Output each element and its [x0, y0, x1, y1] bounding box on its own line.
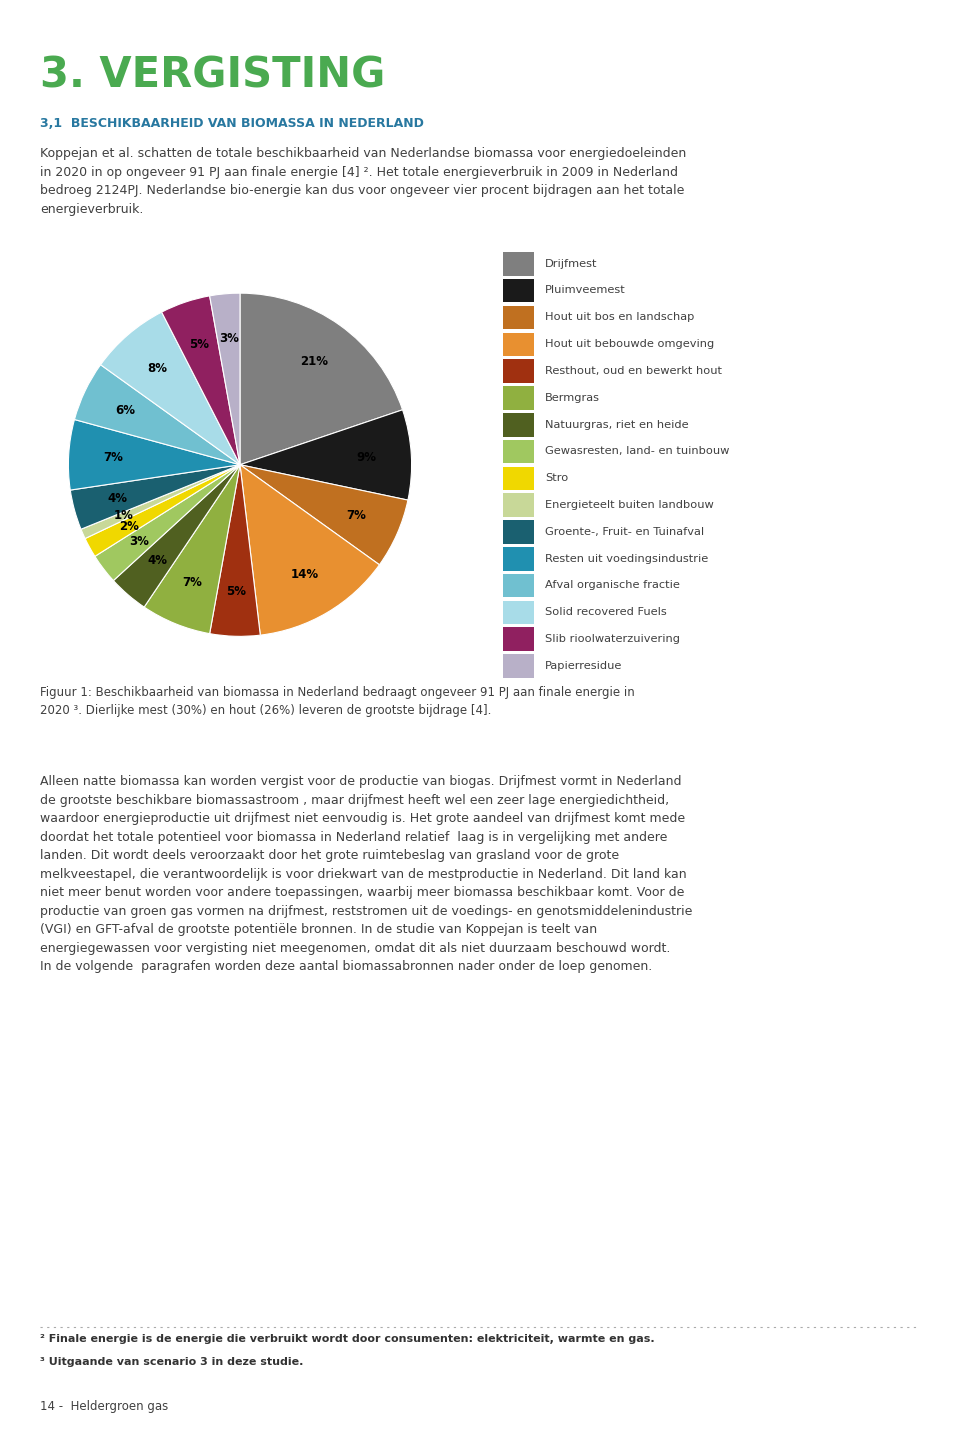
Text: Groente-, Fruit- en Tuinafval: Groente-, Fruit- en Tuinafval	[545, 526, 705, 536]
Text: 14%: 14%	[291, 568, 319, 581]
Wedge shape	[68, 419, 240, 490]
Text: 4%: 4%	[147, 555, 167, 568]
Text: Alleen natte biomassa kan worden vergist voor de productie van biogas. Drijfmest: Alleen natte biomassa kan worden vergist…	[40, 775, 693, 972]
Text: Figuur 1: Beschikbaarheid van biomassa in Nederland bedraagt ongeveer 91 PJ aan : Figuur 1: Beschikbaarheid van biomassa i…	[40, 686, 636, 716]
FancyBboxPatch shape	[503, 493, 534, 518]
Text: 3%: 3%	[219, 332, 239, 345]
Wedge shape	[209, 465, 260, 636]
Text: ³ Uitgaande van scenario 3 in deze studie.: ³ Uitgaande van scenario 3 in deze studi…	[40, 1357, 303, 1367]
Text: Bermgras: Bermgras	[545, 393, 600, 403]
Text: 4%: 4%	[108, 492, 128, 505]
Wedge shape	[75, 365, 240, 465]
Text: 7%: 7%	[104, 450, 123, 463]
FancyBboxPatch shape	[503, 466, 534, 490]
Text: 3%: 3%	[130, 535, 149, 548]
Text: Resten uit voedingsindustrie: Resten uit voedingsindustrie	[545, 553, 708, 563]
Text: Gewasresten, land- en tuinbouw: Gewasresten, land- en tuinbouw	[545, 446, 730, 456]
Text: ² Finale energie is de energie die verbruikt wordt door consumenten: elektricite: ² Finale energie is de energie die verbr…	[40, 1334, 655, 1344]
Text: Stro: Stro	[545, 473, 568, 483]
Text: 7%: 7%	[182, 576, 203, 589]
FancyBboxPatch shape	[503, 359, 534, 383]
FancyBboxPatch shape	[503, 252, 534, 276]
Text: Drijfmest: Drijfmest	[545, 259, 598, 269]
FancyBboxPatch shape	[503, 548, 534, 571]
FancyBboxPatch shape	[503, 306, 534, 329]
Text: Papierresidue: Papierresidue	[545, 661, 622, 671]
Text: 3,1  BESCHIKBAARHEID VAN BIOMASSA IN NEDERLAND: 3,1 BESCHIKBAARHEID VAN BIOMASSA IN NEDE…	[40, 117, 424, 130]
Text: 9%: 9%	[357, 450, 376, 463]
FancyBboxPatch shape	[503, 601, 534, 625]
Wedge shape	[240, 293, 402, 465]
FancyBboxPatch shape	[503, 279, 534, 303]
Wedge shape	[240, 410, 412, 500]
FancyBboxPatch shape	[503, 333, 534, 356]
Text: 8%: 8%	[147, 362, 167, 375]
Wedge shape	[95, 465, 240, 581]
Text: 5%: 5%	[227, 585, 246, 598]
Text: Afval organische fractie: Afval organische fractie	[545, 581, 680, 591]
Text: Slib rioolwaterzuivering: Slib rioolwaterzuivering	[545, 633, 681, 644]
Wedge shape	[85, 465, 240, 556]
FancyBboxPatch shape	[503, 386, 534, 410]
Wedge shape	[70, 465, 240, 529]
Wedge shape	[240, 465, 379, 635]
Text: Pluimveemest: Pluimveemest	[545, 286, 626, 296]
Text: Hout uit bebouwde omgeving: Hout uit bebouwde omgeving	[545, 339, 714, 349]
Text: 21%: 21%	[300, 355, 328, 368]
Text: Solid recovered Fuels: Solid recovered Fuels	[545, 608, 667, 618]
FancyBboxPatch shape	[503, 655, 534, 678]
Text: 1%: 1%	[114, 509, 133, 522]
Wedge shape	[240, 465, 408, 565]
Text: Koppejan et al. schatten de totale beschikbaarheid van Nederlandse biomassa voor: Koppejan et al. schatten de totale besch…	[40, 147, 686, 216]
Text: 2%: 2%	[119, 519, 139, 532]
Text: 7%: 7%	[347, 509, 366, 522]
FancyBboxPatch shape	[503, 573, 534, 598]
Text: 6%: 6%	[115, 403, 135, 416]
Wedge shape	[144, 465, 240, 633]
Text: Hout uit bos en landschap: Hout uit bos en landschap	[545, 312, 694, 322]
Wedge shape	[161, 296, 240, 465]
Wedge shape	[209, 293, 240, 465]
FancyBboxPatch shape	[503, 628, 534, 651]
Text: 5%: 5%	[189, 337, 209, 350]
FancyBboxPatch shape	[503, 440, 534, 463]
FancyBboxPatch shape	[503, 413, 534, 436]
Wedge shape	[113, 465, 240, 608]
Wedge shape	[101, 312, 240, 465]
Text: 3. VERGISTING: 3. VERGISTING	[40, 54, 386, 96]
Text: Resthout, oud en bewerkt hout: Resthout, oud en bewerkt hout	[545, 366, 722, 376]
Text: Natuurgras, riet en heide: Natuurgras, riet en heide	[545, 419, 689, 429]
FancyBboxPatch shape	[503, 521, 534, 543]
Text: Energieteelt buiten landbouw: Energieteelt buiten landbouw	[545, 500, 714, 511]
Wedge shape	[81, 465, 240, 539]
Text: 14 -  Heldergroen gas: 14 - Heldergroen gas	[40, 1400, 169, 1413]
